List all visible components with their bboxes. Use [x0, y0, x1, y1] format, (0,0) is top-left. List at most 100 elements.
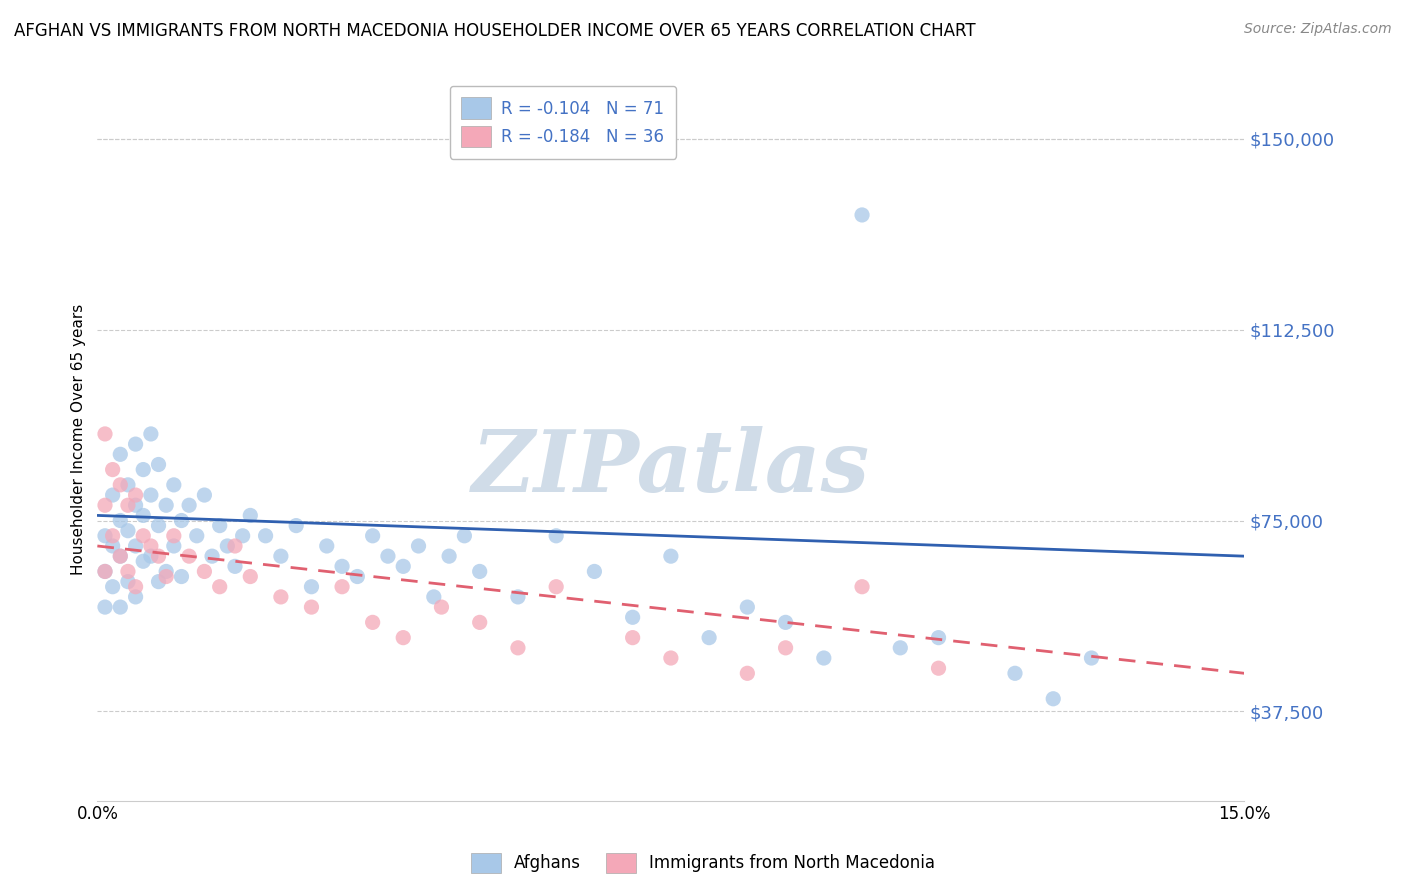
Point [124, 539, 146, 553]
Point [110, 447, 132, 461]
Point [1042, 691, 1064, 706]
Legend: Afghans, Immigrants from North Macedonia: Afghans, Immigrants from North Macedonia [464, 847, 942, 880]
Point [155, 569, 177, 583]
Point [124, 488, 146, 502]
Point [928, 631, 950, 645]
Point [361, 529, 384, 543]
Point [110, 600, 132, 615]
Point [110, 549, 132, 564]
Point [270, 590, 292, 604]
Point [101, 529, 124, 543]
Point [94, 498, 117, 512]
Point [139, 488, 162, 502]
Point [1004, 666, 1026, 681]
Point [430, 600, 453, 615]
Point [453, 529, 475, 543]
Point [224, 539, 246, 553]
Point [94, 600, 117, 615]
Point [621, 631, 644, 645]
Point [659, 651, 682, 665]
Point [139, 539, 162, 553]
Point [1080, 651, 1102, 665]
Point [217, 539, 239, 553]
Point [148, 458, 170, 472]
Point [170, 569, 193, 583]
Point [155, 498, 177, 512]
Point [94, 529, 117, 543]
Point [148, 549, 170, 564]
Point [132, 529, 155, 543]
Point [163, 478, 186, 492]
Point [110, 478, 132, 492]
Point [697, 631, 720, 645]
Point [468, 615, 491, 630]
Point [163, 529, 186, 543]
Point [361, 615, 384, 630]
Point [193, 488, 215, 502]
Y-axis label: Householder Income Over 65 years: Householder Income Over 65 years [72, 303, 86, 574]
Point [813, 651, 835, 665]
Point [186, 529, 208, 543]
Point [737, 600, 759, 615]
Point [117, 524, 139, 538]
Point [239, 508, 262, 523]
Point [201, 549, 224, 564]
Point [139, 549, 162, 564]
Point [94, 565, 117, 579]
Point [117, 498, 139, 512]
Point [737, 666, 759, 681]
Point [139, 426, 162, 441]
Point [468, 565, 491, 579]
Point [132, 508, 155, 523]
Point [101, 580, 124, 594]
Point [179, 549, 201, 564]
Point [506, 640, 529, 655]
Text: Source: ZipAtlas.com: Source: ZipAtlas.com [1244, 22, 1392, 37]
Point [254, 529, 277, 543]
Point [928, 661, 950, 675]
Point [315, 539, 337, 553]
Point [148, 574, 170, 589]
Point [124, 580, 146, 594]
Point [208, 580, 231, 594]
Point [94, 426, 117, 441]
Point [193, 565, 215, 579]
Point [170, 514, 193, 528]
Legend: R = -0.104   N = 71, R = -0.184   N = 36: R = -0.104 N = 71, R = -0.184 N = 36 [450, 86, 676, 159]
Point [117, 478, 139, 492]
Point [301, 600, 323, 615]
Point [546, 580, 568, 594]
Text: AFGHAN VS IMMIGRANTS FROM NORTH MACEDONIA HOUSEHOLDER INCOME OVER 65 YEARS CORRE: AFGHAN VS IMMIGRANTS FROM NORTH MACEDONI… [14, 22, 976, 40]
Point [392, 559, 415, 574]
Point [546, 529, 568, 543]
Point [437, 549, 460, 564]
Point [621, 610, 644, 624]
Point [285, 518, 308, 533]
Point [124, 590, 146, 604]
Point [659, 549, 682, 564]
Point [163, 539, 186, 553]
Point [851, 580, 873, 594]
Point [132, 462, 155, 476]
Point [124, 437, 146, 451]
Point [132, 554, 155, 568]
Point [775, 640, 797, 655]
Point [377, 549, 399, 564]
Point [889, 640, 911, 655]
Point [330, 580, 353, 594]
Point [124, 498, 146, 512]
Point [392, 631, 415, 645]
Point [101, 488, 124, 502]
Point [346, 569, 368, 583]
Point [179, 498, 201, 512]
Point [110, 549, 132, 564]
Point [851, 208, 873, 222]
Point [148, 518, 170, 533]
Point [301, 580, 323, 594]
Point [110, 514, 132, 528]
Point [423, 590, 446, 604]
Point [583, 565, 606, 579]
Point [775, 615, 797, 630]
Text: ZIPatlas: ZIPatlas [472, 426, 870, 509]
Point [330, 559, 353, 574]
